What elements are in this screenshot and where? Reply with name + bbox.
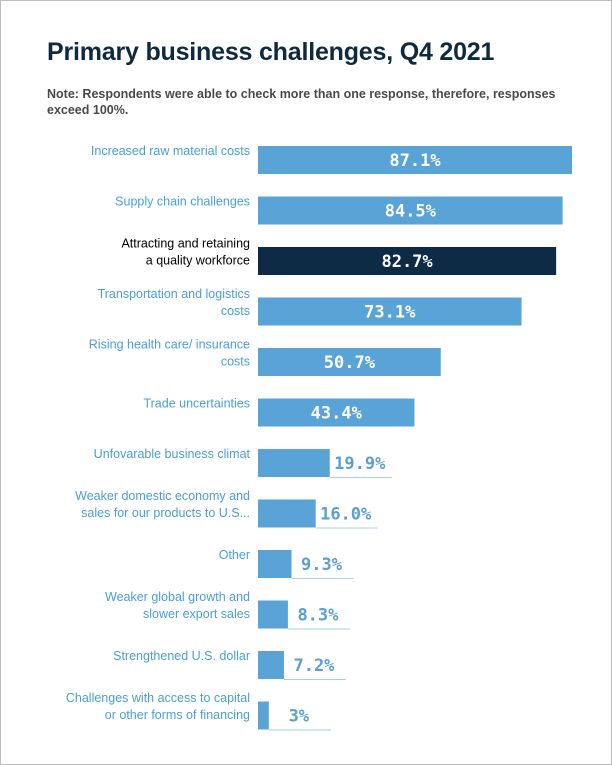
value-label: 8.3% (297, 606, 339, 626)
chart-note: Note: Respondents were able to check mor… (47, 87, 556, 117)
value-label: 73.1% (364, 303, 416, 323)
value-label: 16.0% (320, 505, 372, 525)
bar (258, 449, 330, 477)
category-label: or other forms of financing (105, 708, 250, 722)
category-label: sales for our products to U.S... (81, 506, 250, 520)
bar-row: Challenges with access to capital or othe… (66, 691, 331, 731)
value-label: 9.3% (301, 555, 343, 575)
bar (258, 398, 415, 427)
category-label: costs (221, 304, 250, 318)
bar (258, 247, 557, 275)
category-label: Supply chain challenges (115, 195, 250, 209)
bar-row: Other 9.3% (219, 548, 354, 579)
category-label: Weaker global growth and (105, 590, 250, 604)
bar (258, 499, 316, 528)
bar (258, 600, 288, 629)
bar (258, 196, 563, 225)
bar-row: Unfovarable business climat 19.9% (94, 447, 392, 478)
value-label: 3% (289, 707, 310, 727)
bar (258, 146, 572, 174)
bar-row: Strengthened U.S. dollar 7.2% (113, 649, 346, 680)
bar (258, 651, 284, 679)
bar (258, 297, 522, 326)
category-label: Weaker domestic economy and (75, 489, 250, 503)
value-label: 19.9% (334, 454, 386, 474)
category-label: Transportation and logistics (98, 287, 250, 301)
category-label: Challenges with access to capital (66, 691, 250, 705)
bar-row: Attracting and retaining a quality workfo… (121, 237, 557, 275)
bar (258, 701, 269, 730)
value-label: 82.7% (381, 252, 433, 272)
chart-title: Primary business challenges, Q4 2021 (47, 38, 495, 66)
category-label: a quality workforce (146, 254, 250, 268)
bar-row: Transportation and logistics costs 73.1% (98, 287, 522, 326)
value-label: 7.2% (293, 656, 335, 676)
bar-row: Weaker global growth and slower export sa… (105, 590, 350, 630)
value-label: 84.5% (385, 202, 437, 222)
bar (258, 348, 441, 376)
value-label: 43.4% (311, 404, 363, 424)
bar-row: Trade uncertainties 43.4% (143, 397, 415, 427)
category-label: Increased raw material costs (91, 144, 250, 158)
category-label: Rising health care/ insurance (89, 338, 250, 352)
category-label: Strengthened U.S. dollar (113, 649, 250, 663)
value-label: 50.7% (324, 353, 376, 373)
category-label: slower export sales (143, 607, 250, 621)
category-label: Attracting and retaining (121, 237, 250, 251)
bar-row: Rising health care/ insurance costs 50.7% (89, 338, 441, 376)
bar (258, 550, 292, 578)
bar-row: Weaker domestic economy and sales for our… (75, 489, 378, 529)
bar-row: Supply chain challenges 84.5% (115, 195, 563, 225)
category-label: Trade uncertainties (143, 397, 250, 411)
value-label: 87.1% (389, 151, 441, 171)
category-label: costs (221, 355, 250, 369)
bar-row: Increased raw material costs 87.1% (91, 144, 572, 174)
category-label: Unfovarable business climat (94, 447, 251, 461)
category-label: Other (219, 548, 250, 562)
